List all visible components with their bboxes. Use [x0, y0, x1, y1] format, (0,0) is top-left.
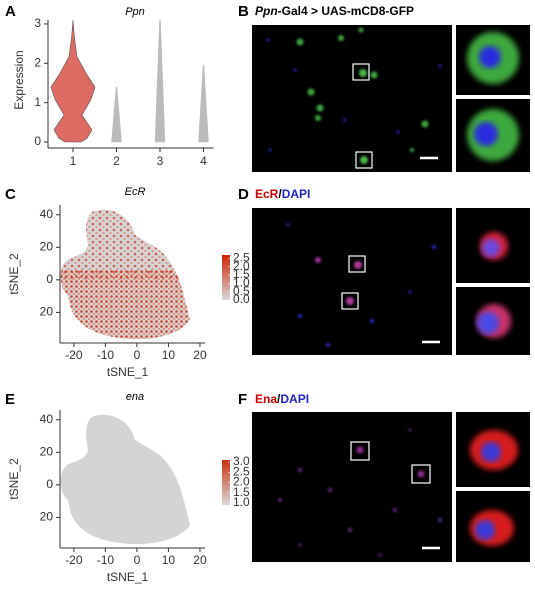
micrograph-b — [252, 25, 530, 172]
y-axis-label: tSNE_2 — [7, 458, 21, 500]
y-tick-label: 20 — [40, 305, 54, 319]
title-part: EcR — [255, 187, 279, 201]
x-tick-label: 2 — [113, 154, 120, 168]
y-axis-label: Expression — [12, 50, 26, 109]
y-tick-label: 40 — [40, 207, 54, 221]
colorbar-tick-label: 0.5 — [233, 284, 250, 298]
colorbar-tick-label: 1.0 — [233, 495, 250, 509]
colorbar — [222, 460, 230, 505]
image-title: Ppn-Gal4 > UAS-mCD8-GFP — [255, 4, 414, 18]
panel-label: A — [5, 3, 16, 20]
violin — [111, 86, 122, 143]
colorbar-tick-label: 3.0 — [233, 454, 250, 468]
x-tick-label: 3 — [157, 154, 164, 168]
colorbar-tick-label: 2.5 — [233, 251, 250, 265]
colorbar-tick-label: 1.5 — [233, 267, 250, 281]
title-part: DAPI — [282, 187, 311, 201]
tsne-cloud — [60, 270, 190, 545]
x-tick-label: -10 — [97, 348, 115, 362]
x-axis-label: tSNE_1 — [107, 570, 149, 584]
chart-title: Ppn — [125, 6, 145, 18]
x-tick-label: 0 — [134, 553, 141, 567]
micrograph-f — [252, 412, 530, 562]
x-tick-label: -10 — [97, 553, 115, 567]
title-part: Ena — [255, 392, 277, 406]
title-part: -Gal4 > UAS-mCD8-GFP — [278, 4, 414, 18]
panel-label: B — [238, 3, 249, 20]
panel-label: C — [5, 186, 16, 203]
colorbar-tick-label: 2.5 — [233, 464, 250, 478]
violin — [154, 19, 166, 143]
colorbar-tick-label: 1.5 — [233, 485, 250, 499]
colorbar-tick-label: 1.0 — [233, 276, 250, 290]
x-tick-label: 20 — [193, 553, 207, 567]
x-tick-label: 4 — [200, 154, 207, 168]
x-tick-label: -20 — [65, 348, 83, 362]
y-tick-label: 2 — [34, 55, 41, 69]
y-tick-label: 20 — [40, 239, 54, 253]
y-tick-label: 40 — [40, 412, 54, 426]
title-part: / — [277, 392, 281, 406]
image-title: EcR/DAPI — [255, 187, 310, 201]
colorbar-tick-label: 0.0 — [233, 292, 250, 306]
panel-label: D — [238, 186, 249, 203]
image-title: Ena/DAPI — [255, 392, 309, 406]
y-tick-label: 3 — [34, 16, 41, 30]
panel-label: F — [238, 391, 247, 408]
colorbar — [222, 255, 230, 300]
title-part: / — [278, 187, 282, 201]
y-axis-label: tSNE_2 — [7, 253, 21, 295]
violin — [198, 65, 209, 143]
x-tick-label: 10 — [162, 553, 176, 567]
x-tick-label: 20 — [193, 348, 207, 362]
title-part: Ppn — [255, 4, 278, 18]
x-axis-label: tSNE_1 — [107, 365, 149, 379]
violin — [50, 19, 96, 143]
x-tick-label: 0 — [134, 348, 141, 362]
colorbar-tick-label: 2.0 — [233, 259, 250, 273]
y-tick-label: 20 — [40, 444, 54, 458]
y-tick-label: 0 — [46, 477, 53, 491]
title-part: DAPI — [280, 392, 309, 406]
panel-label: E — [5, 391, 15, 408]
y-tick-label: 0 — [46, 272, 53, 286]
x-tick-label: 10 — [162, 348, 176, 362]
micrograph-d — [252, 208, 530, 355]
y-tick-label: 0 — [34, 134, 41, 148]
x-tick-label: 1 — [70, 154, 77, 168]
x-tick-label: -20 — [65, 553, 83, 567]
chart-title: ena — [126, 391, 144, 403]
y-tick-label: 1 — [34, 95, 41, 109]
chart-title: EcR — [125, 186, 146, 198]
y-tick-label: 20 — [40, 510, 54, 524]
colorbar-tick-label: 2.0 — [233, 475, 250, 489]
